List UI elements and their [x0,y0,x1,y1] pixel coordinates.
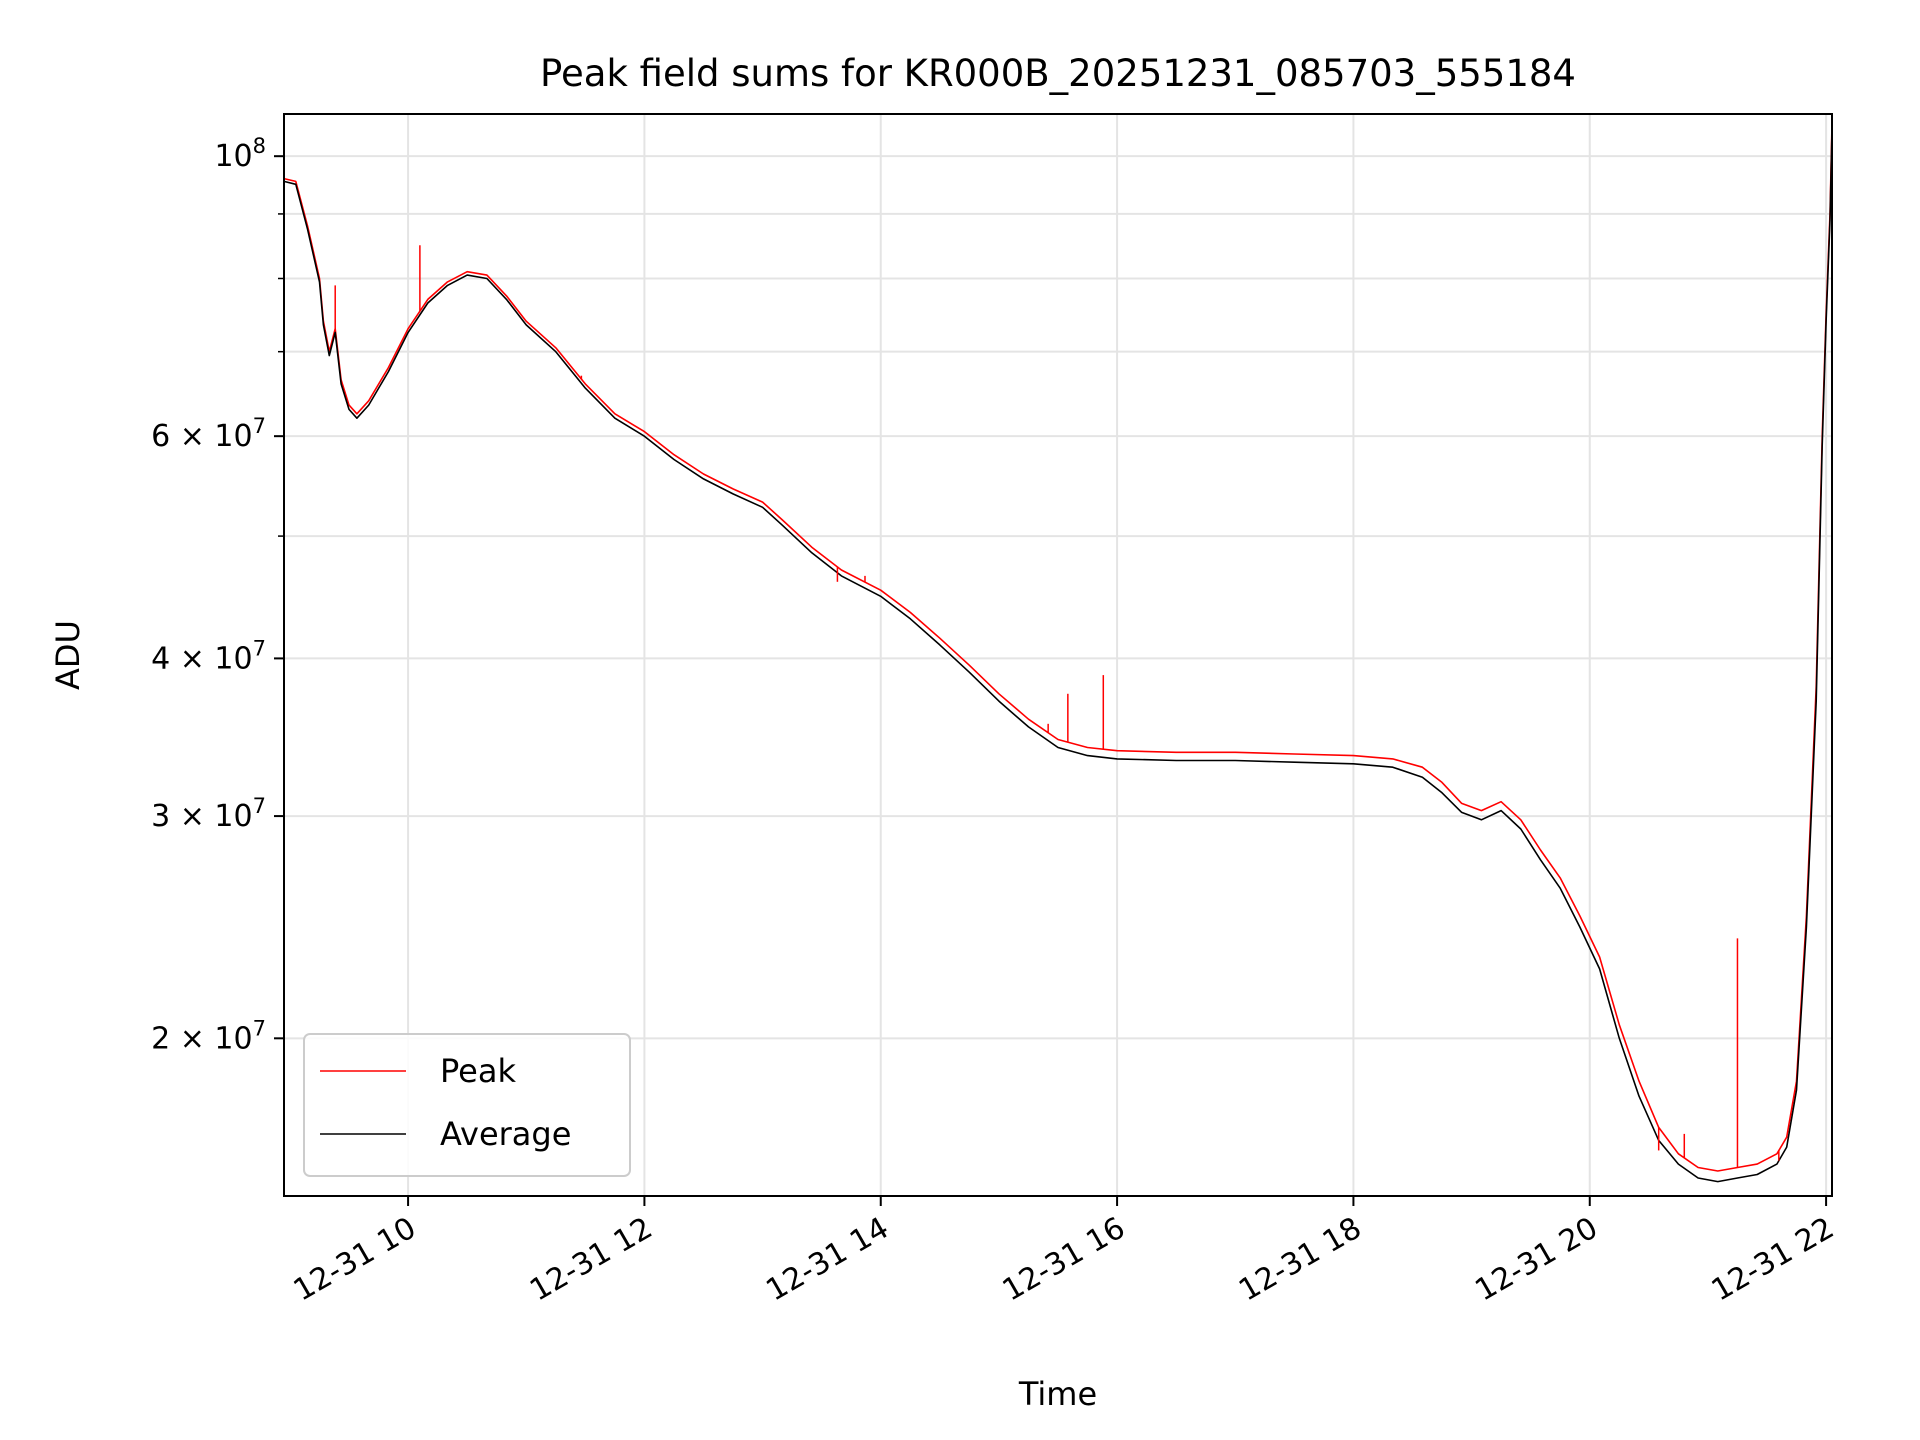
plot-frame [283,113,1833,1197]
y-tick-exponent: 7 [253,414,266,438]
y-tick-exponent: 7 [253,636,266,660]
y-axis-label: ADU [49,620,87,690]
series-line-peak [283,124,1833,1172]
legend-average-label: Average [440,1115,571,1153]
y-tick-label: 2 × 107 [151,1016,266,1056]
series-line-average [283,129,1833,1183]
x-axis-label: Time [1018,1375,1097,1413]
legend: Peak Average [303,1033,631,1177]
y-tick-label: 3 × 107 [151,794,266,834]
legend-peak-label: Peak [440,1052,516,1090]
y-tick-label: 4 × 107 [151,636,266,676]
grid-layer [284,114,1832,1196]
legend-box [303,1033,631,1177]
y-tick-exponent: 7 [253,794,266,818]
y-tick-exponent: 8 [253,134,266,158]
series-layer [283,124,1833,1183]
chart-title: Peak field sums for KR000B_20251231_0857… [540,52,1576,95]
y-tick-exponent: 7 [253,1016,266,1040]
y-tick-label: 6 × 107 [151,414,266,454]
